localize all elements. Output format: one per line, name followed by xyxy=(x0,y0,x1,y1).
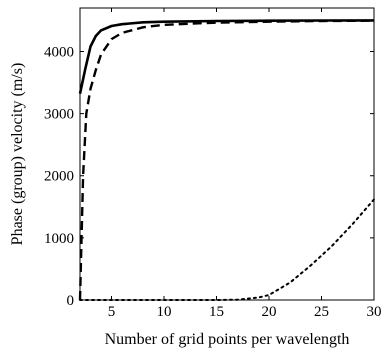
x-tick-label: 30 xyxy=(367,304,382,320)
x-tick-label: 25 xyxy=(314,304,329,320)
series-line-dotted xyxy=(79,198,375,301)
x-axis-label: Number of grid points per wavelength xyxy=(105,331,350,348)
series-line-dashed xyxy=(78,19,375,301)
x-tick-label: 10 xyxy=(157,304,172,320)
x-axis: 5 10 15 20 25 30 xyxy=(108,8,382,320)
y-tick-label: 0 xyxy=(67,293,75,309)
y-tick-label: 4000 xyxy=(44,44,74,60)
y-tick-label: 1000 xyxy=(44,231,74,247)
plot-frame xyxy=(79,7,375,301)
y-tick-label: 3000 xyxy=(44,107,74,123)
x-tick-label: 5 xyxy=(108,304,116,320)
plot-area xyxy=(79,7,375,301)
x-tick-label: 20 xyxy=(262,304,277,320)
y-tick-label: 2000 xyxy=(44,169,74,185)
x-tick-label: 15 xyxy=(209,304,224,320)
y-axis: 0 1000 2000 3000 4000 xyxy=(44,44,374,309)
series-layer xyxy=(78,19,375,301)
y-axis-label: Phase (group) velocity (m/s) xyxy=(9,63,26,246)
